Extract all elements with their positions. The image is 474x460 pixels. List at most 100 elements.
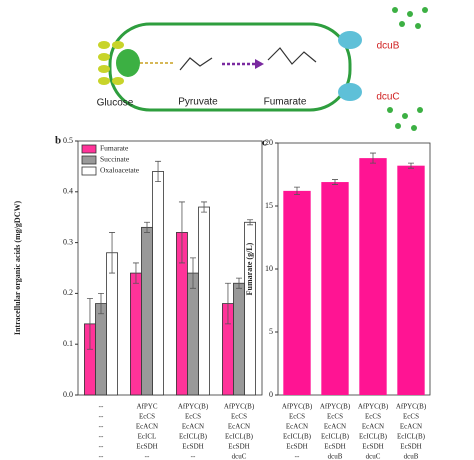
bar [141, 226, 153, 396]
error-bar [247, 219, 254, 226]
fumarate-structure [267, 47, 317, 65]
x-tick-label: EcICL(B) [225, 433, 254, 441]
error-bar [190, 257, 196, 289]
x-tick-label: EcSDH [324, 443, 345, 451]
x-tick-label: AfPYC(B) [358, 403, 389, 411]
bar [187, 272, 199, 396]
error-bar [201, 201, 208, 213]
panel-label: b [55, 135, 61, 147]
bar [198, 206, 210, 396]
legend-swatch [81, 144, 97, 154]
x-tick-label: EcCS [139, 413, 155, 421]
x-tick-label: EcACN [362, 423, 384, 431]
x-tick-label: EcSDH [182, 443, 203, 451]
x-tick-label: EcCS [365, 413, 381, 421]
y-tick-label: 0.5 [63, 136, 73, 145]
x-tick-label: EcICL(B) [397, 433, 426, 441]
x-tick-label: EcACN [136, 423, 158, 431]
y-axis-label: Intracellular organic acids (mg/gDCW) [13, 201, 22, 336]
y-tick-label: 10 [265, 264, 273, 273]
arrow-head [255, 59, 264, 69]
diagram-label: Glucose [97, 98, 134, 109]
x-tick-label: -- [99, 453, 104, 460]
error-bar [178, 201, 185, 264]
x-tick-label: -- [99, 413, 104, 421]
bar [397, 165, 425, 395]
x-tick-label: AfPYC(B) [178, 403, 209, 411]
x-tick-label: EcCS [231, 413, 247, 421]
panel-label: c [262, 137, 267, 149]
y-tick-label: 0.0 [63, 390, 73, 399]
y-tick-label: 5 [269, 327, 273, 336]
x-tick-label: EcICL(B) [321, 433, 350, 441]
transporter [116, 49, 140, 77]
error-bar [370, 152, 376, 164]
x-tick-label: EcSDH [400, 443, 421, 451]
y-tick-label: 15 [265, 201, 273, 210]
x-tick-label: EcACN [400, 423, 422, 431]
x-tick-label: AfPYC(B) [320, 403, 351, 411]
error-bar [144, 221, 150, 233]
bar [233, 282, 245, 396]
error-bar [98, 293, 104, 315]
x-tick-label: AfPYC(B) [282, 403, 313, 411]
membrane [98, 41, 124, 85]
bar [106, 252, 118, 396]
x-tick-label: EcICL(B) [283, 433, 312, 441]
x-tick-label: -- [99, 443, 104, 451]
bar [130, 272, 142, 396]
bar [152, 171, 164, 396]
transporter [338, 83, 362, 101]
legend-label: Oxaloacetate [100, 166, 140, 175]
x-tick-label: dcuB [328, 453, 343, 460]
x-tick-label: EcACN [228, 423, 250, 431]
x-tick-label: -- [191, 453, 196, 460]
legend-label: Fumarate [100, 144, 129, 153]
y-tick-label: 0.3 [63, 237, 73, 246]
x-tick-label: EcSDH [136, 443, 157, 451]
error-bar [332, 179, 338, 185]
error-bar [408, 162, 414, 169]
cell [108, 22, 352, 112]
error-bar [155, 160, 162, 183]
error-bar [109, 232, 116, 274]
transporter [338, 31, 362, 49]
x-tick-label: EcCS [403, 413, 419, 421]
x-tick-label: EcICL(B) [179, 433, 208, 441]
legend-swatch [81, 166, 97, 176]
x-tick-label: EcICL(B) [359, 433, 388, 441]
y-tick-label: 0.4 [63, 187, 73, 196]
error-bar [236, 277, 242, 289]
y-tick-label: 0.2 [63, 288, 73, 297]
x-tick-label: AfPYC(B) [224, 403, 255, 411]
fumarate-molecules [387, 7, 428, 131]
diagram-label: Fumarate [264, 97, 307, 108]
x-tick-label: AfPYC(B) [396, 403, 427, 411]
x-tick-label: -- [99, 403, 104, 411]
error-bar [86, 298, 93, 350]
diagram-label: Pyruvate [178, 97, 218, 108]
x-tick-label: -- [295, 453, 300, 460]
y-tick-label: 0 [269, 390, 273, 399]
x-tick-label: EcCS [289, 413, 305, 421]
x-tick-label: EcCS [327, 413, 343, 421]
x-tick-label: EcSDH [362, 443, 383, 451]
x-tick-label: dcuC [366, 453, 381, 460]
plot-frame [77, 140, 263, 396]
bar [95, 303, 107, 396]
legend-label: Succinate [100, 155, 130, 164]
x-tick-label: EcCS [185, 413, 201, 421]
x-tick-label: dcuC [232, 453, 247, 460]
error-bar [132, 262, 139, 284]
y-axis-label: Fumarate (g/L) [245, 242, 254, 295]
diagram-label: dcuB [377, 41, 400, 52]
x-tick-label: EcSDH [228, 443, 249, 451]
error-bar [224, 282, 231, 325]
x-tick-label: EcICL [138, 433, 157, 441]
x-tick-label: -- [99, 433, 104, 441]
bar [321, 182, 349, 395]
x-tick-label: EcACN [286, 423, 308, 431]
diagram-label: dcuC [376, 92, 399, 103]
bar [359, 158, 387, 395]
